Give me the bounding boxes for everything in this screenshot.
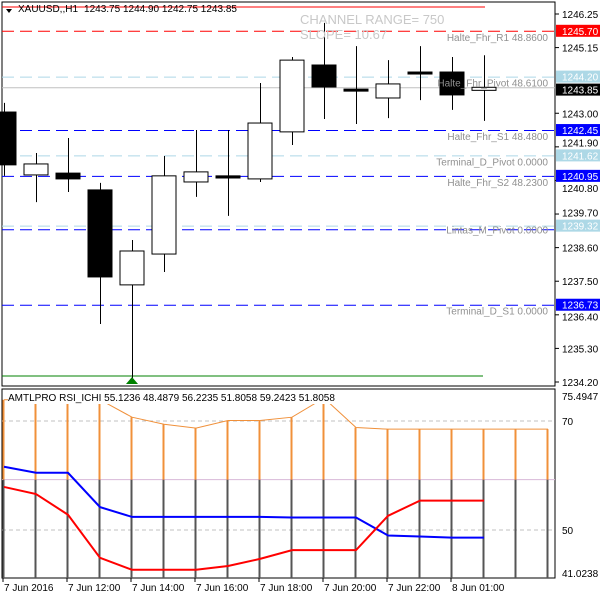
candle-bear — [55, 172, 81, 180]
time-label: 7 Jun 2016 — [4, 583, 54, 594]
candle-bear — [407, 71, 433, 75]
price-tick-label: 1246.25 — [562, 10, 599, 21]
price-tick-label: 1235.30 — [562, 344, 599, 355]
price-tick-label: 1241.90 — [562, 138, 599, 149]
slope-text: SLOPE= 10.67 — [300, 27, 388, 42]
candle-bear — [343, 88, 369, 92]
channel-range-text: CHANNEL RANGE= 750 — [300, 12, 445, 27]
level-label: Halte_Fhr_Pivot 48.6100 — [437, 79, 548, 90]
price-tag: 1239.32 — [562, 222, 599, 233]
time-label: 7 Jun 18:00 — [260, 583, 313, 594]
candle-bear — [87, 189, 113, 278]
price-tag: 1242.45 — [562, 126, 599, 137]
price-tag: 1244.20 — [562, 73, 599, 84]
candle-bear — [439, 71, 465, 96]
candle-bear — [215, 175, 241, 179]
chart-header: XAUUSD,,H1 1243.75 1244.90 1242.75 1243.… — [18, 4, 237, 15]
time-label: 8 Jun 01:00 — [452, 583, 505, 594]
blue-line — [3, 465, 484, 539]
price-tag: 1236.73 — [562, 301, 599, 312]
time-label: 7 Jun 16:00 — [196, 583, 249, 594]
price-tag-bg — [556, 169, 600, 182]
price-tag-bg — [556, 149, 600, 162]
symbol-header: XAUUSD,,H1 — [18, 4, 79, 15]
indicator-title: AMTLPRO RSI_ICHI 55.1236 48.4879 56.2235… — [8, 393, 335, 404]
price-tick-label: 1245.15 — [562, 44, 599, 55]
level-label: Halte_Fhr_S2 48.2300 — [447, 178, 548, 189]
indicator-min-label: 41.0238 — [562, 569, 599, 580]
ohlc-header: 1243.75 1244.90 1242.75 1243.85 — [84, 4, 237, 15]
triangle-down-icon — [6, 9, 12, 13]
time-label: 7 Jun 22:00 — [388, 583, 441, 594]
red-line — [3, 485, 484, 571]
price-tick-label: 1238.60 — [562, 244, 599, 255]
up-arrow-icon — [126, 377, 138, 384]
candle-bull — [151, 175, 177, 255]
candle-bull — [247, 122, 273, 180]
candle-bull — [119, 250, 145, 286]
level-label: Terminal_D_Pivot 0.0000 — [436, 157, 548, 168]
indicator-panel-frame — [1, 388, 556, 579]
candle-bear — [311, 64, 337, 88]
bid-price-tag-bg — [556, 83, 600, 96]
candle-bull — [23, 163, 49, 176]
level-label: Halte_Fhr_S1 48.4800 — [447, 132, 548, 143]
time-label: 7 Jun 14:00 — [132, 583, 185, 594]
main-panel-frame — [1, 1, 556, 387]
price-tag: 1241.62 — [562, 151, 599, 162]
price-tag-bg — [556, 124, 600, 137]
bid-price-tag: 1243.85 — [562, 86, 599, 97]
price-tick-label: 1239.70 — [562, 209, 599, 220]
price-tag: 1245.70 — [562, 27, 599, 38]
indicator-max-label: 75.4947 — [562, 392, 599, 403]
price-tag: 1240.95 — [562, 172, 599, 183]
candle-bull — [183, 171, 209, 183]
indicator-level-label: 50 — [562, 526, 574, 537]
candle-bull — [279, 59, 305, 133]
price-tick-label: 1236.40 — [562, 313, 599, 324]
time-label: 7 Jun 20:00 — [324, 583, 377, 594]
indicator-level-label: 70 — [562, 417, 574, 428]
candle-bull — [471, 86, 497, 91]
price-tick-label: 1234.20 — [562, 378, 599, 389]
candle-bull — [375, 83, 401, 99]
price-tag-bg — [556, 70, 600, 83]
price-tag-bg — [556, 219, 600, 232]
level-label: Terminal_D_S1 0.0000 — [446, 307, 548, 318]
price-tag-bg — [556, 298, 600, 311]
level-label: Halte_Fhr_R1 48.8600 — [447, 33, 549, 44]
price-tag-bg — [556, 24, 600, 37]
price-tick-label: 1243.00 — [562, 109, 599, 120]
price-tick-label: 1237.50 — [562, 277, 599, 288]
price-tick-label: 1240.80 — [562, 184, 599, 195]
time-label: 7 Jun 12:00 — [68, 583, 121, 594]
candle-bear — [0, 111, 17, 166]
level-label: Lintas_M_Pivot 0.0000 — [446, 225, 548, 236]
